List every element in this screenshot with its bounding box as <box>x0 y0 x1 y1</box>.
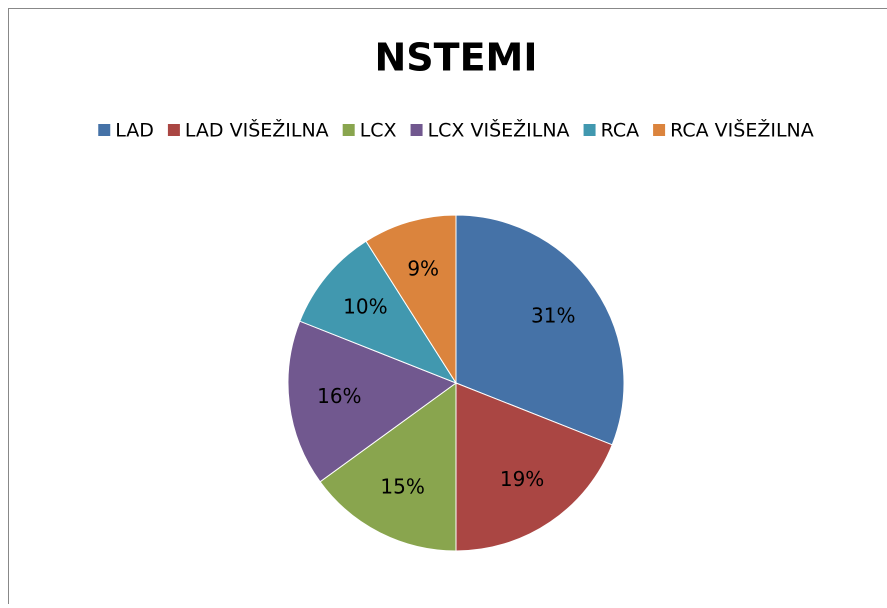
legend-label: LCX VIŠEŽILNA <box>428 118 570 142</box>
legend-swatch <box>168 124 180 136</box>
data-label: 15% <box>380 474 424 498</box>
data-label: 19% <box>500 467 544 491</box>
data-label: 10% <box>343 295 387 319</box>
legend-swatch <box>411 124 423 136</box>
legend-swatch <box>584 124 596 136</box>
chart-title: NSTEMI <box>374 36 537 80</box>
legend-label: RCA <box>601 120 640 142</box>
legend-label: LAD <box>115 120 154 142</box>
data-label: 16% <box>317 384 361 408</box>
legend-label: RCA VIŠEŽILNA <box>670 118 814 142</box>
legend-swatch <box>98 124 110 136</box>
legend-label: LCX <box>360 120 397 142</box>
legend-swatch <box>343 124 355 136</box>
legend-swatch <box>653 124 665 136</box>
legend-label: LAD VIŠEŽILNA <box>185 118 329 142</box>
data-label: 31% <box>531 303 575 327</box>
data-label: 9% <box>407 257 439 281</box>
